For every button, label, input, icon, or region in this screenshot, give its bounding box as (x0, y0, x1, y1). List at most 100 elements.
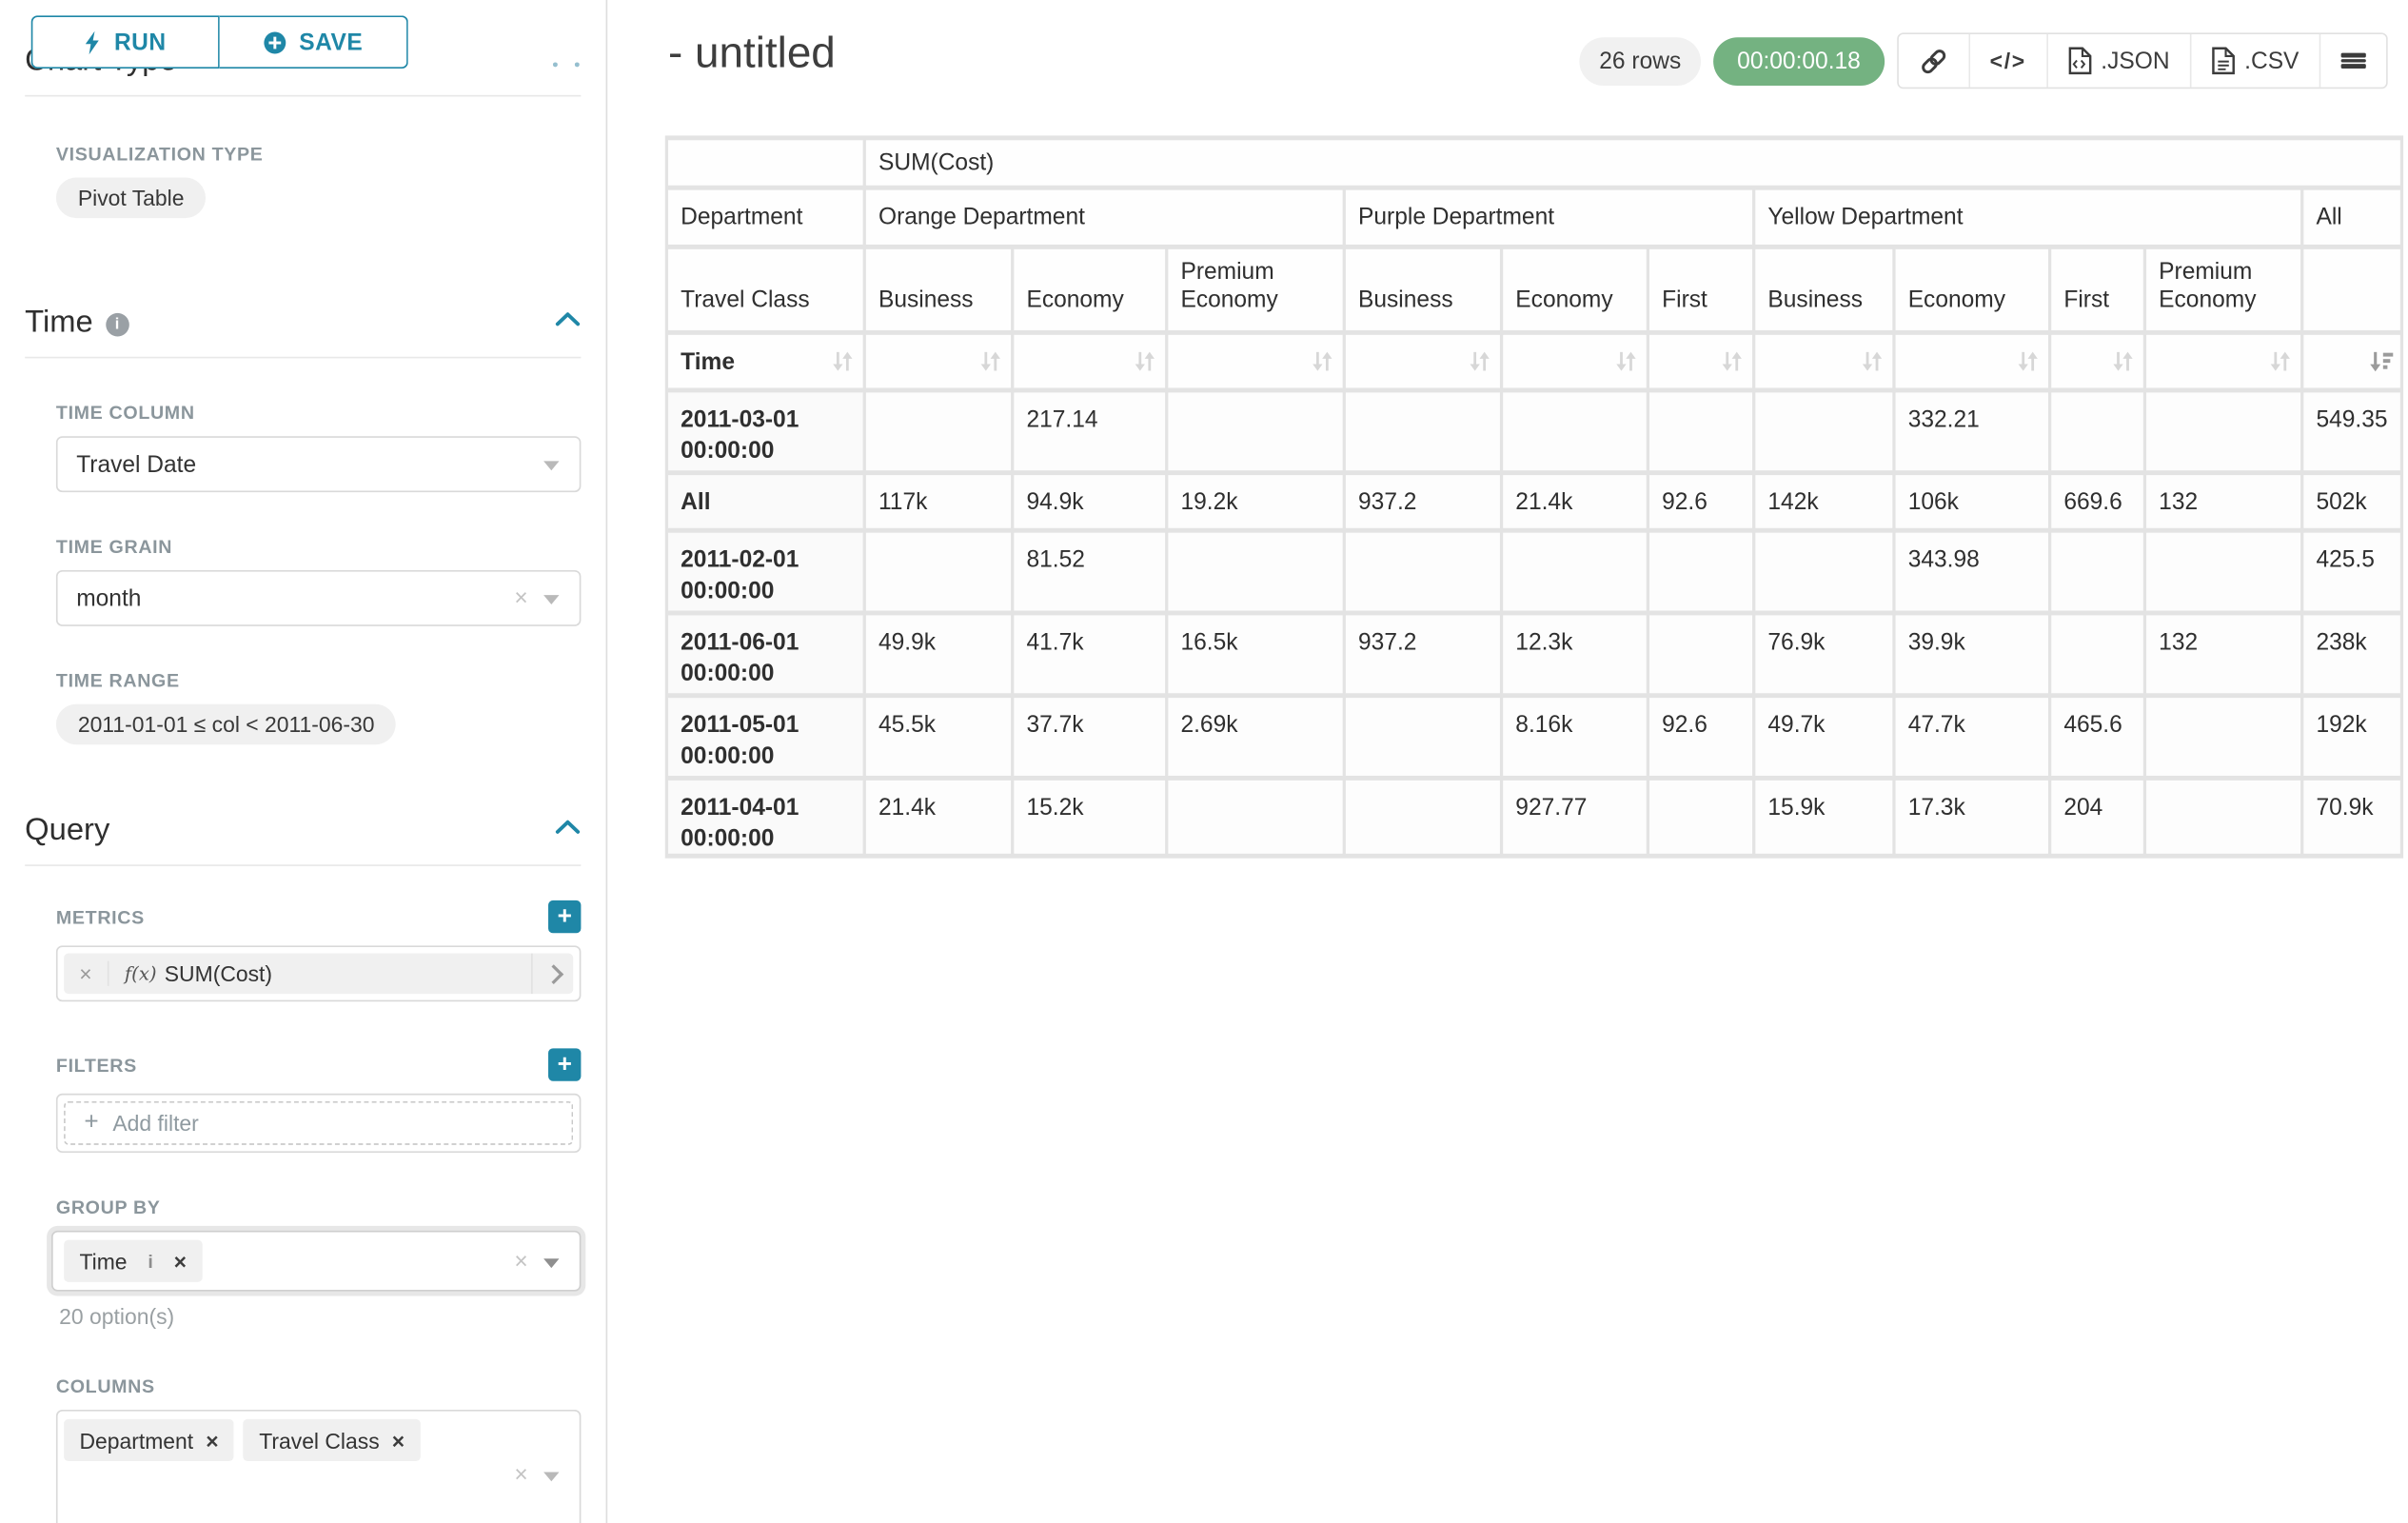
sort-arrows-icon[interactable] (1134, 349, 1155, 373)
remove-icon[interactable] (206, 1428, 218, 1453)
value-cell: 41.7k (1014, 615, 1166, 694)
remove-metric-icon[interactable] (64, 960, 109, 986)
plus-circle-icon (264, 30, 287, 54)
value-cell: 92.6 (1649, 475, 1753, 528)
pivot-header-row: SUM(Cost) (668, 140, 2400, 186)
run-button[interactable]: RUN (30, 15, 220, 69)
time-range-label: TIME RANGE (55, 669, 180, 692)
sort-arrows-icon[interactable] (2017, 349, 2039, 373)
embed-code-button[interactable] (1969, 34, 2048, 88)
time-range-value[interactable]: 2011-01-01 ≤ col < 2011-06-30 (55, 703, 397, 745)
col-dimension-label: Travel Class (668, 248, 863, 330)
export-csv-button[interactable]: .CSV (2191, 34, 2321, 88)
sort-header-cell[interactable] (865, 334, 1012, 388)
save-button[interactable]: SAVE (219, 15, 408, 69)
time-column-label: TIME COLUMN (55, 402, 195, 425)
chevron-right-icon[interactable] (531, 953, 573, 995)
group-by-options-count: 20 option(s) (59, 1303, 175, 1329)
sort-header-cell[interactable] (1014, 334, 1166, 388)
sort-arrows-icon[interactable] (1469, 349, 1490, 373)
run-button-label: RUN (113, 29, 167, 56)
sort-header-cell[interactable] (1755, 334, 1893, 388)
section-divider (25, 356, 582, 359)
sort-arrows-icon[interactable] (979, 349, 1001, 373)
sort-header-cell[interactable] (1649, 334, 1753, 388)
query-section-title: Query (25, 812, 110, 847)
sort-descending-icon[interactable] (2369, 349, 2394, 373)
sort-arrows-icon[interactable] (1721, 349, 1743, 373)
menu-button[interactable] (2320, 34, 2387, 88)
value-cell: 94.9k (1014, 475, 1166, 528)
sort-header-cell[interactable] (2303, 334, 2400, 388)
share-link-button[interactable] (1898, 34, 1970, 88)
export-csv-label: .CSV (2244, 47, 2299, 74)
sort-header-cell[interactable] (1345, 334, 1500, 388)
clear-icon[interactable] (514, 584, 527, 611)
value-cell: 16.5k (1168, 615, 1343, 694)
json-file-icon (2068, 47, 2092, 75)
value-cell: 39.9k (1895, 615, 2048, 694)
row-count-badge: 26 rows (1579, 36, 1702, 86)
value-cell: 49.7k (1755, 698, 1893, 776)
value-cell: 8.16k (1503, 698, 1647, 776)
value-cell: 15.9k (1755, 780, 1893, 854)
export-json-label: .JSON (2101, 47, 2170, 74)
value-cell: 76.9k (1755, 615, 1893, 694)
metric-header-cell: SUM(Cost) (865, 140, 2400, 186)
time-column-select[interactable]: Travel Date (55, 436, 582, 493)
sort-arrows-icon[interactable] (1615, 349, 1637, 373)
clear-icon[interactable] (514, 1248, 527, 1275)
clear-icon[interactable] (514, 1462, 527, 1489)
value-cell: 425.5 (2303, 532, 2400, 611)
value-cell (2051, 392, 2143, 471)
add-filter-plus-button[interactable] (548, 1048, 582, 1081)
info-icon (140, 1250, 162, 1272)
sort-header-cell[interactable] (1168, 334, 1343, 388)
remove-icon[interactable] (174, 1249, 187, 1274)
value-cell (1649, 532, 1753, 611)
add-filter-button[interactable]: Add filter (64, 1100, 574, 1145)
chevron-up-icon[interactable] (555, 820, 582, 835)
value-cell: 937.2 (1345, 615, 1500, 694)
class-header: Business (865, 248, 1012, 330)
export-json-button[interactable]: .JSON (2047, 34, 2192, 88)
row-label-cell: 2011-03-01 00:00:00 (668, 392, 863, 471)
add-metric-button[interactable] (548, 900, 582, 934)
value-cell (1168, 392, 1343, 471)
value-cell (1345, 532, 1500, 611)
chart-panel: - untitled 26 rows 00:00:00.18 .JSON (664, 0, 2408, 1523)
sort-header-cell[interactable]: Time (668, 334, 863, 388)
visualization-type-value[interactable]: Pivot Table (55, 177, 207, 219)
value-cell: 502k (2303, 475, 2400, 528)
chevron-up-icon[interactable] (555, 311, 582, 326)
query-section: Query METRICS f(x) SUM(Cost) FILTER (0, 810, 606, 1523)
class-header (2303, 248, 2400, 330)
sort-arrows-icon[interactable] (1862, 349, 1884, 373)
chevron-down-icon (543, 595, 560, 604)
sort-arrows-icon[interactable] (2269, 349, 2291, 373)
department-group-header: All (2303, 189, 2400, 245)
table-row: 2011-03-01 00:00:00 217.14 332.21 549.35 (668, 392, 2400, 471)
metric-pill[interactable]: f(x) SUM(Cost) (64, 953, 574, 995)
time-grain-select[interactable]: month (55, 569, 582, 626)
columns-select[interactable]: Department Travel Class (55, 1410, 582, 1523)
sort-arrows-icon[interactable] (2112, 349, 2134, 373)
class-header: Economy (1895, 248, 2048, 330)
chart-title[interactable]: - untitled (668, 28, 836, 77)
sort-header-cell[interactable] (2146, 334, 2301, 388)
table-row: 2011-06-01 00:00:00 49.9k 41.7k 16.5k 937.2 1… (668, 615, 2400, 694)
remove-icon[interactable] (392, 1428, 405, 1453)
sort-header-cell[interactable] (2051, 334, 2143, 388)
selected-option-pill[interactable]: Department (64, 1418, 235, 1462)
class-header: Premium Economy (1168, 248, 1343, 330)
time-grain-value: month (76, 584, 142, 612)
sort-header-cell[interactable] (1895, 334, 2048, 388)
selected-option-pill[interactable]: Travel Class (243, 1418, 421, 1462)
selected-option-pill[interactable]: Time (64, 1239, 203, 1282)
value-cell (1503, 532, 1647, 611)
group-by-select[interactable]: Time (51, 1230, 582, 1292)
sort-header-cell[interactable] (1503, 334, 1647, 388)
sort-arrows-icon[interactable] (1312, 349, 1333, 373)
value-cell: 47.7k (1895, 698, 2048, 776)
sort-arrows-icon[interactable] (832, 349, 854, 373)
